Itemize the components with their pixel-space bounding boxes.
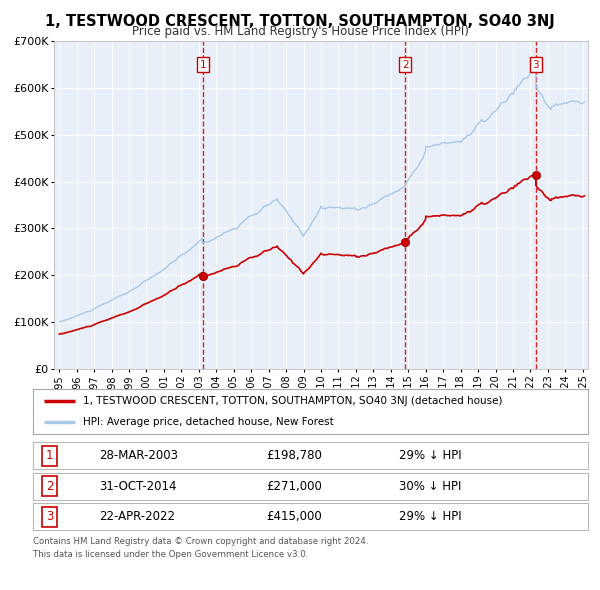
Text: £415,000: £415,000: [266, 510, 322, 523]
Text: Price paid vs. HM Land Registry's House Price Index (HPI): Price paid vs. HM Land Registry's House …: [131, 25, 469, 38]
Text: 3: 3: [46, 510, 53, 523]
Text: 22-APR-2022: 22-APR-2022: [100, 510, 176, 523]
Text: 1, TESTWOOD CRESCENT, TOTTON, SOUTHAMPTON, SO40 3NJ (detached house): 1, TESTWOOD CRESCENT, TOTTON, SOUTHAMPTO…: [83, 396, 502, 407]
Text: £198,780: £198,780: [266, 449, 322, 462]
Text: 3: 3: [533, 60, 539, 70]
Text: 1: 1: [200, 60, 206, 70]
Text: 2: 2: [402, 60, 409, 70]
Text: 2: 2: [46, 480, 53, 493]
Text: HPI: Average price, detached house, New Forest: HPI: Average price, detached house, New …: [83, 417, 334, 427]
Text: 29% ↓ HPI: 29% ↓ HPI: [400, 510, 462, 523]
Text: 28-MAR-2003: 28-MAR-2003: [100, 449, 179, 462]
Text: 1: 1: [46, 449, 53, 462]
Text: 29% ↓ HPI: 29% ↓ HPI: [400, 449, 462, 462]
Text: 31-OCT-2014: 31-OCT-2014: [100, 480, 177, 493]
Text: £271,000: £271,000: [266, 480, 322, 493]
Text: Contains HM Land Registry data © Crown copyright and database right 2024.: Contains HM Land Registry data © Crown c…: [33, 537, 368, 546]
Text: This data is licensed under the Open Government Licence v3.0.: This data is licensed under the Open Gov…: [33, 550, 308, 559]
Text: 1, TESTWOOD CRESCENT, TOTTON, SOUTHAMPTON, SO40 3NJ: 1, TESTWOOD CRESCENT, TOTTON, SOUTHAMPTO…: [45, 14, 555, 28]
Text: 30% ↓ HPI: 30% ↓ HPI: [400, 480, 461, 493]
